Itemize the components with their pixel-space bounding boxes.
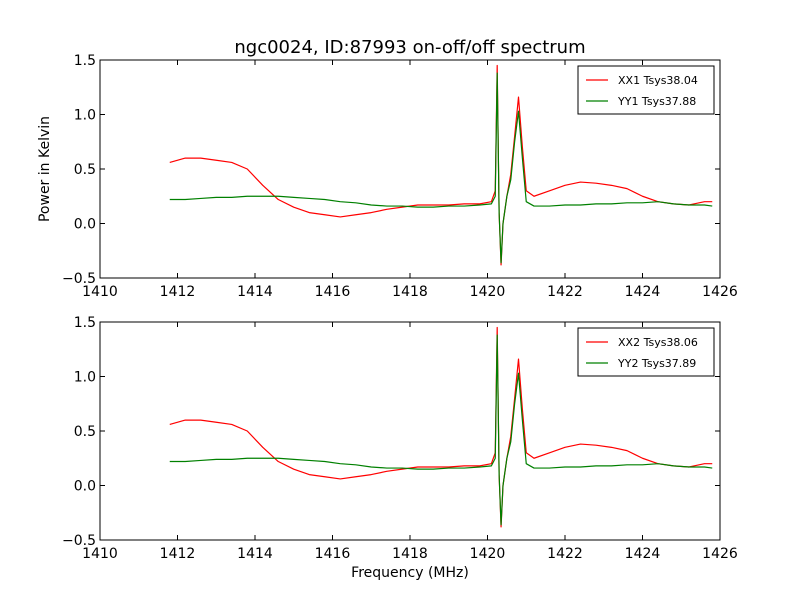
x-tick-label: 1424 — [625, 284, 661, 300]
x-tick-label: 1412 — [160, 546, 196, 562]
x-tick-label: 1418 — [392, 546, 428, 562]
x-tick-label: 1424 — [625, 546, 661, 562]
x-tick-label: 1410 — [82, 546, 118, 562]
y-tick-label: −0.5 — [62, 533, 96, 549]
x-tick-label: 1426 — [702, 284, 738, 300]
panel-2: 1410 1412 1414 1416 1418 1420 1422 1424 1426 −0.5… — [62, 315, 738, 562]
series-line-2-2 — [169, 334, 713, 526]
x-tick-label: 1420 — [470, 546, 506, 562]
x-tick-label: 1418 — [392, 284, 428, 300]
x-tick-label: 1422 — [547, 546, 583, 562]
legend-label: YY1 Tsys37.88 — [617, 95, 696, 108]
legend-2: XX2 Tsys38.06 YY2 Tsys37.89 — [577, 327, 715, 377]
x-tick-label: 1426 — [702, 546, 738, 562]
x-tick-label: 1414 — [237, 284, 273, 300]
x-tick-label: 1414 — [237, 546, 273, 562]
x-tick-label: 1416 — [315, 546, 351, 562]
figure-ylabel: Power in Kelvin — [37, 116, 53, 222]
x-tick-label: 1420 — [470, 284, 506, 300]
x-tick-label: 1416 — [315, 284, 351, 300]
y-tick-label: 1.0 — [74, 108, 96, 124]
legend-1: XX1 Tsys38.04 YY1 Tsys37.88 — [577, 65, 715, 115]
y-tick-label: 0.0 — [74, 479, 96, 495]
legend-box — [577, 65, 715, 115]
figure-xlabel: Frequency (MHz) — [351, 565, 469, 581]
y-tick-label: 1.0 — [74, 370, 96, 386]
series-line-1-2 — [169, 72, 713, 264]
legend-label: XX2 Tsys38.06 — [618, 336, 698, 349]
legend-box — [577, 327, 715, 377]
figure-title: ngc0024, ID:87993 on-off/off spectrum — [234, 37, 585, 58]
y-tick-label: −0.5 — [62, 271, 96, 287]
x-tick-label: 1412 — [160, 284, 196, 300]
x-tick-label: 1410 — [82, 284, 118, 300]
x-tick-label: 1422 — [547, 284, 583, 300]
legend-label: YY2 Tsys37.89 — [617, 357, 696, 370]
y-tick-label: 0.5 — [74, 162, 96, 178]
legend-label: XX1 Tsys38.04 — [618, 74, 698, 87]
y-tick-label: 1.5 — [74, 53, 96, 69]
panels: 1410 1412 1414 1416 1418 1420 1422 1424 1426 −0.5… — [62, 53, 738, 562]
panel-1: 1410 1412 1414 1416 1418 1420 1422 1424 1426 −0.5… — [62, 53, 738, 300]
y-tick-label: 0.5 — [74, 424, 96, 440]
y-tick-label: 0.0 — [74, 217, 96, 233]
y-tick-label: 1.5 — [74, 315, 96, 331]
